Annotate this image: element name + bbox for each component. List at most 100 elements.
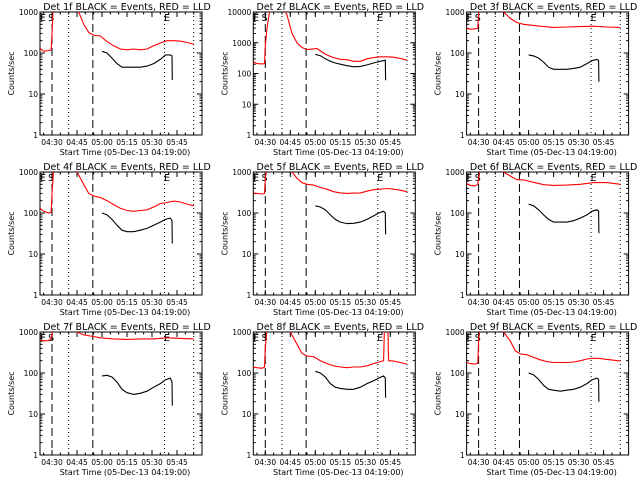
lld-series-red	[466, 172, 621, 187]
panel-4: Det 4f BLACK = Events, RED = LLD 1 10 100 10…	[7, 162, 211, 317]
y-tick-label: 1	[460, 291, 465, 300]
plot-frame	[252, 171, 416, 296]
x-tick-label: 04:45	[493, 298, 515, 307]
plot-frame	[252, 11, 416, 136]
x-tick-label: 05:00	[304, 298, 326, 307]
y-tick-label: 100	[24, 369, 39, 378]
y-tick-label: 1000	[232, 168, 251, 177]
y-tick-label: 1	[247, 131, 252, 140]
y-axis-label: Counts/sec	[434, 371, 443, 415]
x-tick-label: 05:30	[354, 458, 376, 467]
plot-frame	[252, 331, 416, 456]
panel-3: Det 3f BLACK = Events, RED = LLD 1 10 100 10…	[434, 2, 638, 157]
x-axis-label: Start Time (05-Dec-13 04:19:00)	[273, 308, 404, 317]
x-tick-label: 05:00	[518, 298, 540, 307]
x-tick-label: 05:45	[379, 458, 401, 467]
x-tick-label: 05:45	[593, 458, 615, 467]
x-axis-label: Start Time (05-Dec-13 04:19:00)	[60, 308, 191, 317]
x-axis-label: Start Time (05-Dec-13 04:19:00)	[273, 468, 404, 477]
marker-letter: E	[377, 13, 383, 24]
panel-1: Det 1f BLACK = Events, RED = LLD 1 10 100 10…	[7, 2, 211, 157]
y-tick-label: 10	[28, 90, 38, 99]
plot-frame	[39, 171, 203, 296]
y-tick-label: 1000	[446, 328, 465, 337]
y-tick-label: 100	[237, 70, 252, 79]
lld-series-red	[40, 172, 194, 214]
y-tick-label: 1	[33, 451, 38, 460]
y-axis-label: Counts/sec	[7, 211, 16, 255]
x-tick-label: 05:15	[543, 138, 565, 147]
x-tick-label: 04:30	[254, 138, 276, 147]
x-tick-label: 04:45	[279, 138, 301, 147]
y-tick-label: 10	[455, 250, 465, 259]
x-tick-label: 05:00	[304, 138, 326, 147]
lld-series-red	[253, 332, 408, 369]
y-tick-label: 1	[247, 291, 252, 300]
marker-letter: E	[466, 173, 472, 184]
x-tick-label: 05:45	[166, 138, 188, 147]
x-tick-label: 05:45	[593, 298, 615, 307]
y-tick-label: 1000	[19, 8, 38, 17]
lld-series-red	[253, 12, 408, 65]
lld-series-red	[40, 332, 194, 342]
x-tick-label: 05:45	[166, 298, 188, 307]
y-tick-label: 1000	[232, 39, 251, 48]
x-tick-label: 04:30	[468, 138, 490, 147]
x-tick-label: 05:30	[141, 138, 163, 147]
panel-6: Det 6f BLACK = Events, RED = LLD 1 10 100 10…	[434, 162, 638, 317]
x-tick-label: 05:00	[518, 458, 540, 467]
marker-letter: E	[377, 333, 383, 344]
events-series-black	[101, 50, 173, 81]
x-tick-label: 05:15	[116, 138, 138, 147]
plot-frame	[466, 11, 630, 136]
y-tick-label: 1	[460, 131, 465, 140]
y-axis-label: Counts/sec	[434, 51, 443, 95]
y-tick-label: 1000	[446, 8, 465, 17]
x-tick-label: 04:45	[279, 298, 301, 307]
marker-letter: E	[466, 13, 472, 24]
plot-frame	[466, 331, 630, 456]
events-series-black	[101, 212, 173, 244]
marker-letter: E	[40, 333, 46, 344]
x-tick-label: 05:30	[141, 458, 163, 467]
marker-letter: E	[164, 13, 170, 24]
x-tick-label: 04:45	[279, 458, 301, 467]
y-tick-label: 1000	[19, 328, 38, 337]
x-tick-label: 04:45	[66, 458, 88, 467]
marker-letter: S	[475, 13, 481, 24]
y-axis-label: Counts/sec	[7, 51, 16, 95]
x-tick-label: 05:00	[91, 458, 113, 467]
x-tick-label: 05:00	[91, 138, 113, 147]
marker-letter: S	[261, 333, 267, 344]
x-tick-label: 04:30	[468, 298, 490, 307]
marker-letter: E	[164, 173, 170, 184]
x-tick-label: 05:30	[568, 138, 590, 147]
marker-letter: E	[40, 13, 46, 24]
events-series-black	[101, 374, 173, 406]
events-series-black	[528, 372, 600, 402]
marker-letter: E	[253, 173, 259, 184]
panel-title: Det 7f BLACK = Events, RED = LLD	[43, 322, 211, 333]
events-series-black	[315, 370, 387, 398]
x-tick-label: 05:45	[593, 138, 615, 147]
marker-letter: S	[48, 173, 54, 184]
marker-letter: S	[261, 13, 267, 24]
x-axis-label: Start Time (05-Dec-13 04:19:00)	[486, 308, 617, 317]
panel-title: Det 3f BLACK = Events, RED = LLD	[470, 2, 638, 13]
x-axis-label: Start Time (05-Dec-13 04:19:00)	[486, 468, 617, 477]
x-tick-label: 05:30	[568, 298, 590, 307]
x-tick-label: 05:30	[568, 458, 590, 467]
y-tick-label: 10	[242, 410, 252, 419]
panel-8: Det 8f BLACK = Events, RED = LLD 1 10 100 10…	[220, 322, 424, 477]
lld-series-red	[40, 12, 194, 52]
x-tick-label: 04:30	[254, 298, 276, 307]
panel-2: Det 2f BLACK = Events, RED = LLD 1 10 100 10…	[220, 2, 424, 157]
panel-title: Det 6f BLACK = Events, RED = LLD	[470, 162, 638, 173]
x-axis-label: Start Time (05-Dec-13 04:19:00)	[486, 148, 617, 157]
y-axis-label: Counts/sec	[7, 371, 16, 415]
y-axis-label: Counts/sec	[434, 211, 443, 255]
marker-letter: E	[591, 13, 597, 24]
x-tick-label: 05:30	[354, 298, 376, 307]
lld-series-red	[466, 12, 621, 30]
panel-7: Det 7f BLACK = Events, RED = LLD 1 10 100 10…	[7, 322, 211, 477]
